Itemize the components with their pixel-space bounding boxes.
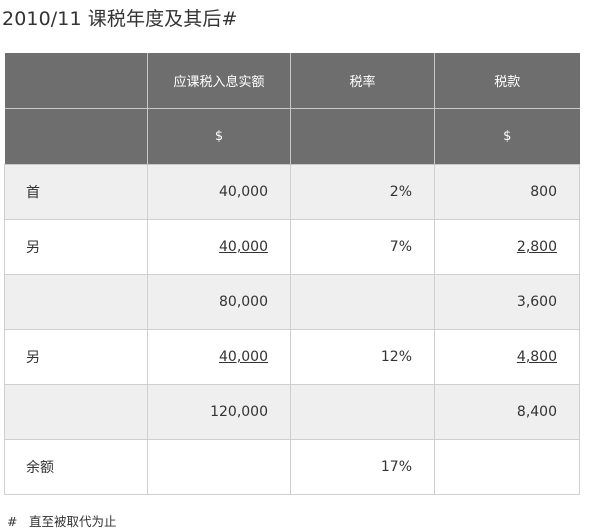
table-row: 另 40,000 12% 4,800 <box>4 329 580 385</box>
table-row: 另 40,000 7% 2,800 <box>4 219 580 275</box>
rate-cell: 2% <box>290 164 435 220</box>
income-cell: 40,000 <box>147 164 291 220</box>
row-label: 另 <box>4 329 148 385</box>
tax-cell: 3,600 <box>434 274 580 330</box>
table-row: 120,000 8,400 <box>4 384 580 440</box>
footnote: # 直至被取代为止 <box>7 511 117 530</box>
row-label: 余额 <box>4 439 148 495</box>
row-label <box>4 384 148 440</box>
table-unit-row: $ $ <box>4 108 580 165</box>
row-label <box>4 274 148 330</box>
unit-rate-blank <box>290 108 435 165</box>
rate-cell <box>290 274 435 330</box>
rate-cell: 12% <box>290 329 435 385</box>
tax-cell: 8,400 <box>434 384 580 440</box>
tax-rate-table: 应课税入息实额 税率 税款 $ $ 首 40,000 2% 800 另 40,0… <box>4 53 580 495</box>
table-row: 80,000 3,600 <box>4 274 580 330</box>
income-cell: 120,000 <box>147 384 291 440</box>
header-tax: 税款 <box>434 53 580 109</box>
footnote-mark: # <box>7 514 18 529</box>
income-cell: 40,000 <box>219 239 268 255</box>
row-label: 另 <box>4 219 148 275</box>
unit-tax-currency: $ <box>434 108 580 165</box>
income-cell: 40,000 <box>219 349 268 365</box>
row-label: 首 <box>4 164 148 220</box>
table-row: 余额 17% <box>4 439 580 495</box>
income-cell: 80,000 <box>147 274 291 330</box>
unit-income-currency: $ <box>147 108 291 165</box>
rate-cell: 17% <box>290 439 435 495</box>
income-cell <box>147 439 291 495</box>
table-row: 首 40,000 2% 800 <box>4 164 580 220</box>
header-blank <box>4 53 148 109</box>
header-net-chargeable-income: 应课税入息实额 <box>147 53 291 109</box>
header-rate: 税率 <box>290 53 435 109</box>
page-title: 2010/11 课税年度及其后# <box>2 8 238 30</box>
tax-cell: 2,800 <box>516 239 557 255</box>
table-header-row: 应课税入息实额 税率 税款 <box>4 53 580 109</box>
rate-cell: 7% <box>290 219 435 275</box>
tax-cell: 800 <box>434 164 580 220</box>
unit-blank <box>4 108 148 165</box>
footnote-text: 直至被取代为止 <box>29 514 117 529</box>
tax-cell <box>434 439 580 495</box>
tax-cell: 4,800 <box>516 349 557 365</box>
rate-cell <box>290 384 435 440</box>
